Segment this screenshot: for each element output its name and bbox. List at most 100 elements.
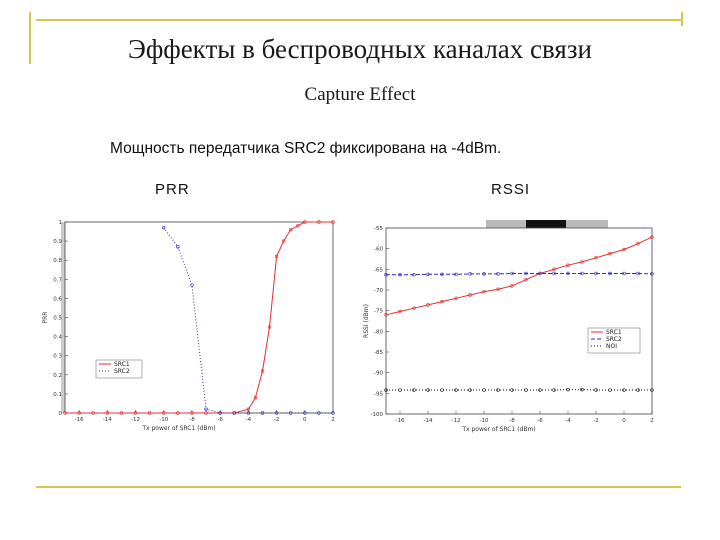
- legend-label: SRC1: [606, 329, 622, 336]
- data-point-src1: [246, 407, 251, 411]
- data-point-noi: [650, 388, 654, 392]
- data-point-src1: [594, 256, 598, 260]
- data-point-src2: [566, 271, 570, 276]
- data-point-src1: [482, 289, 486, 294]
- data-point-src1: [190, 411, 194, 415]
- y-tick-label: -65: [374, 267, 383, 273]
- data-point-src2: [218, 411, 222, 415]
- data-point-src1: [496, 287, 500, 291]
- x-tick-label: -16: [75, 417, 84, 423]
- x-tick-label: -8: [189, 417, 195, 423]
- data-point-src1: [426, 303, 430, 307]
- data-point-src2: [510, 271, 514, 276]
- x-tick-label: 0: [303, 417, 307, 423]
- legend-label: SRC1: [114, 361, 130, 368]
- x-axis-label: Tx power of SRC1 (dBm): [141, 425, 215, 432]
- data-point-src2: [398, 273, 402, 277]
- x-tick-label: -4: [565, 418, 571, 424]
- data-point-noi: [426, 388, 430, 392]
- data-point-src1: [77, 411, 81, 415]
- data-point-noi: [538, 388, 542, 392]
- data-point-src2: [496, 272, 500, 276]
- data-point-src1: [303, 220, 307, 224]
- y-tick-label: -95: [374, 391, 383, 397]
- figure-title-strip-4: [608, 220, 652, 228]
- y-axis-label: PRR: [42, 312, 49, 324]
- data-point-src1: [398, 309, 402, 314]
- y-tick-label: -75: [374, 309, 383, 315]
- series-line-src2: [163, 227, 333, 414]
- data-point-src2: [246, 411, 251, 415]
- data-point-src2: [317, 411, 321, 415]
- data-point-src1: [440, 299, 444, 304]
- data-point-src1: [468, 293, 472, 297]
- data-point-src2: [426, 272, 430, 276]
- data-point-noi: [524, 388, 528, 392]
- data-point-src2: [608, 271, 612, 276]
- data-point-src1: [317, 220, 321, 224]
- x-tick-label: -14: [424, 418, 433, 424]
- y-tick-label: 0.2: [53, 373, 62, 379]
- data-point-src1: [552, 267, 556, 272]
- data-point-noi: [412, 388, 416, 392]
- x-tick-label: -12: [131, 417, 140, 423]
- data-point-noi: [454, 388, 458, 392]
- series-line-src1: [385, 236, 653, 316]
- x-tick-label: -4: [246, 417, 252, 423]
- data-point-src1: [524, 277, 528, 282]
- x-tick-label: -2: [593, 418, 598, 424]
- x-tick-label: 2: [650, 418, 654, 424]
- data-point-src1: [162, 411, 166, 415]
- data-point-src2: [232, 411, 236, 415]
- frame-top-line: [36, 19, 681, 21]
- data-point-src2: [162, 226, 166, 230]
- x-tick-label: -8: [509, 418, 515, 424]
- x-axis-label: Tx power of SRC1 (dBm): [461, 426, 535, 433]
- data-point-src2: [650, 272, 654, 276]
- data-point-src2: [384, 273, 388, 277]
- x-tick-label: 2: [331, 417, 335, 423]
- data-point-noi: [496, 388, 500, 392]
- data-point-src2: [412, 273, 416, 277]
- data-point-src2: [594, 271, 598, 276]
- rssi-chart: -16 -14 -12 -10 -8 -6 -4 -2 0 2 -55 -60 -65 -70 -75 -80…: [363, 220, 654, 433]
- data-point-src1: [274, 254, 279, 259]
- data-point-src2: [482, 272, 486, 276]
- frame-right-line: [681, 12, 683, 26]
- data-point-src1: [636, 242, 640, 246]
- axis-shade: [61, 222, 65, 413]
- x-tick-label: -6: [537, 418, 543, 424]
- y-tick-label: 0.8: [53, 258, 62, 264]
- legend-label: SRC2: [114, 368, 130, 375]
- prr-chart-label: PRR: [155, 181, 190, 198]
- y-tick-label: 0.7: [53, 277, 62, 283]
- x-tick-label: -16: [396, 418, 405, 424]
- data-point-src2: [288, 411, 293, 415]
- data-point-noi: [440, 388, 444, 392]
- legend-label: NOI: [606, 343, 617, 350]
- data-point-src2: [274, 411, 279, 415]
- x-tick-label: -14: [103, 417, 112, 423]
- slide-note: Мощность передатчика SRC2 фиксирована на…: [110, 140, 502, 157]
- data-point-noi: [468, 388, 472, 392]
- data-point-src1: [176, 411, 180, 415]
- frame-bottom-line: [36, 486, 681, 488]
- figure-title-strip-1: [486, 220, 526, 228]
- data-point-noi: [608, 388, 612, 392]
- data-point-src1: [63, 411, 67, 415]
- y-tick-label: -55: [374, 226, 383, 232]
- data-point-noi: [482, 388, 486, 392]
- data-point-noi: [552, 388, 556, 392]
- figure-title-strip-2: [526, 220, 566, 228]
- data-point-src1: [133, 411, 138, 415]
- slide-subtitle: Capture Effect: [304, 84, 416, 105]
- data-point-noi: [398, 388, 402, 392]
- rssi-chart-label: RSSI: [491, 181, 531, 198]
- data-point-noi: [580, 387, 584, 392]
- plot-area: [64, 221, 334, 414]
- series-line-src2: [386, 273, 653, 276]
- data-point-noi: [510, 388, 514, 392]
- y-tick-label: -100: [371, 412, 384, 418]
- data-point-src2: [454, 272, 458, 276]
- x-tick-label: -10: [480, 418, 489, 424]
